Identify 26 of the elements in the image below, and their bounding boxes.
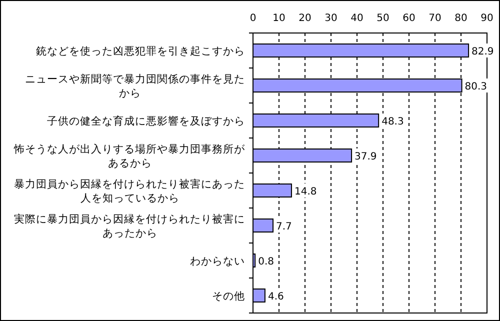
x-tick-label: 70 <box>428 13 442 24</box>
x-tick-label: 20 <box>298 13 312 24</box>
y-tick-label: 実際に暴力団員から因縁を付けられたり被害にあったから <box>14 212 245 240</box>
data-label: 14.8 <box>294 186 317 198</box>
data-label: 7.7 <box>276 222 292 232</box>
data-label: 82.9 <box>472 46 494 58</box>
data-label: 4.6 <box>268 292 284 302</box>
y-tick-label: わからない <box>190 256 245 268</box>
y-tick-label: 子供の健全な育成に悪影響を及ぼすから <box>47 114 245 128</box>
y-tick-label: 怖そうな人が出入りする場所や暴力団事務所があるから <box>13 142 246 170</box>
y-tick-label: 銃などを使った凶悪犯罪を引き起こすから <box>36 46 245 58</box>
x-tick-label: 80 <box>454 13 468 24</box>
x-tick-label: 50 <box>376 13 390 24</box>
x-tick-label: 30 <box>324 13 338 24</box>
x-tick-label: 40 <box>350 13 364 24</box>
data-label: 80.3 <box>464 82 488 92</box>
x-tick-label: 60 <box>402 13 416 24</box>
y-tick-label: 暴力団員から因縁を付けられたり被害にあった人を知っているから <box>14 178 245 204</box>
y-tick-label: ニュースや新聞等で暴力団関係の事件を見たから <box>25 72 245 100</box>
x-tick-label: 90 <box>480 13 494 24</box>
data-label: 0.8 <box>258 256 274 268</box>
y-tick-label: その他 <box>212 290 245 302</box>
x-tick-label: 10 <box>272 13 286 24</box>
x-tick-label: 0 <box>250 13 256 24</box>
data-label: 37.9 <box>354 152 377 162</box>
data-label: 48.3 <box>382 116 404 128</box>
